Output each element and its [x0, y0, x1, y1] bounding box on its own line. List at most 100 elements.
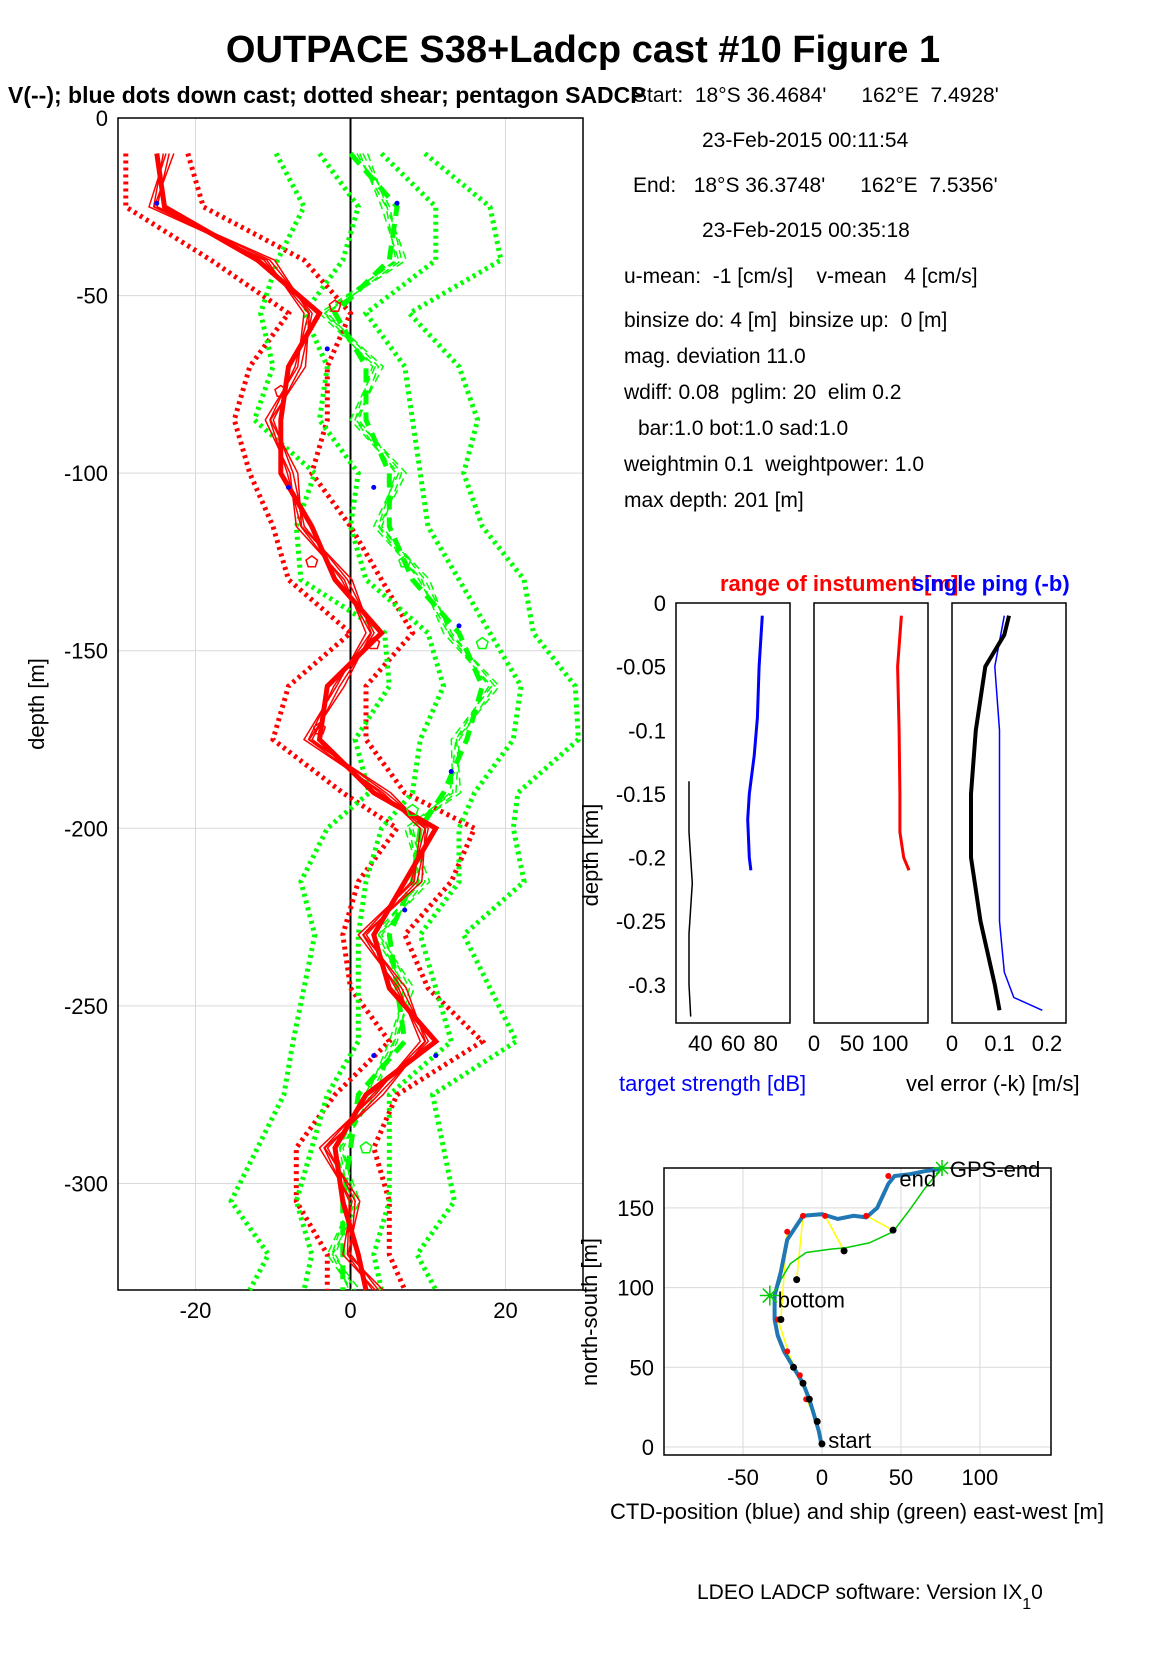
downcast-dot	[371, 1053, 377, 1059]
range-x-tick-label: 50	[840, 1031, 864, 1056]
range-x-tick-label: 100	[872, 1031, 909, 1056]
y-tick-label: -50	[76, 284, 108, 309]
ts-xlabel: target strength [dB]	[619, 1071, 806, 1096]
gps-end-label: GPS-end	[950, 1157, 1041, 1182]
range-x-tick-label: 0	[808, 1031, 820, 1056]
err-xlabel: vel error (-k) [m/s]	[906, 1071, 1080, 1096]
u-profile-line	[154, 153, 440, 1291]
main-ylabel: depth [m]	[24, 658, 49, 750]
ts-line	[746, 615, 764, 871]
start-label: start	[828, 1428, 871, 1453]
velocity-error-panel: 0 0.1 0.2	[946, 602, 1067, 1056]
sadcp-pentagon-v	[359, 1140, 373, 1154]
range-panel: 0 50 100	[808, 602, 929, 1056]
end-label: end	[899, 1166, 936, 1191]
bottom-marker	[759, 1285, 780, 1306]
y-tick-label: -250	[64, 994, 108, 1019]
figure-title: OUTPACE S38+Ladcp cast #10 Figure 1	[226, 29, 940, 71]
ts-ylabel: depth [km]	[578, 804, 603, 907]
black-marker	[805, 1395, 813, 1403]
black-marker	[793, 1276, 801, 1284]
red-marker	[784, 1228, 791, 1235]
position-panel: start end bottom GPS-end -50 0 50 100 0 50 100 150 C…	[577, 1157, 1104, 1524]
vel-error-line	[969, 615, 1011, 1011]
v-shear-envelope	[362, 151, 524, 1291]
ts-x-tick-label: 80	[753, 1031, 777, 1056]
u-profile-line	[148, 153, 422, 1291]
position-connector	[795, 1215, 804, 1280]
red-marker	[784, 1348, 791, 1355]
black-marker	[889, 1226, 897, 1234]
downcast-dot	[394, 200, 400, 206]
range-title: range of instument [m]	[720, 571, 958, 596]
info-bar: bar:1.0 bot:1.0 sad:1.0	[638, 417, 848, 440]
downcast-dot	[448, 768, 454, 774]
pos-y-tick-label: 150	[617, 1196, 654, 1221]
info-weight: weightmin 0.1 weightpower: 1.0	[623, 453, 924, 476]
pos-x-tick-label: 100	[962, 1465, 999, 1490]
sadcp-pentagon-v	[398, 554, 412, 568]
u-profile-line	[153, 153, 427, 1291]
sadcp-pentagon-u	[305, 554, 319, 568]
cast-info-block: Start: 18°S 36.4684' 162°E 7.4928' 23-Fe…	[623, 84, 999, 512]
x-tick-label: 20	[493, 1298, 517, 1323]
pos-ylabel: north-south [m]	[577, 1238, 602, 1386]
y-tick-label: -300	[64, 1171, 108, 1196]
pos-xlabel: CTD-position (blue) and ship (green) eas…	[610, 1499, 1104, 1524]
black-marker	[818, 1440, 826, 1448]
target-strength-panel: 40 60 80 0 -0.05 -0.1 -0.15 -0.2 -0.25 -0.3	[616, 591, 791, 1056]
y-tick-label: -100	[64, 461, 108, 486]
footer-text: LDEO LADCP software: Version IX	[697, 1581, 1022, 1604]
info-wdiff: wdiff: 0.08 pglim: 20 elim 0.2	[623, 381, 901, 404]
sadcp-pentagon-u	[274, 384, 288, 398]
v-profile-line	[331, 151, 485, 1290]
err-x-tick-label: 0	[946, 1031, 958, 1056]
ts-y-tick-label: -0.05	[616, 655, 666, 680]
gps-end-marker	[934, 1160, 951, 1176]
position-connector	[824, 1215, 845, 1252]
downcast-dot	[456, 623, 462, 629]
footer-tail: 0	[1031, 1581, 1043, 1604]
v-outer-envelope	[228, 152, 392, 1292]
info-end-time: 23-Feb-2015 00:35:18	[702, 219, 910, 242]
info-binsize: binsize do: 4 [m] binsize up: 0 [m]	[624, 309, 947, 332]
sadcp-pentagon-v	[475, 636, 489, 650]
info-magdev: mag. deviation 11.0	[624, 345, 806, 368]
single-ping-line	[994, 615, 1043, 1011]
ts-y-tick-label: 0	[654, 591, 666, 616]
info-start: Start: 18°S 36.4684' 162°E 7.4928'	[633, 84, 999, 107]
black-marker	[813, 1418, 821, 1426]
downcast-dot	[324, 346, 330, 352]
err-x-tick-label: 0.2	[1032, 1031, 1063, 1056]
black-marker	[790, 1363, 798, 1371]
downcast-dot	[433, 1053, 439, 1059]
y-tick-label: 0	[96, 106, 108, 131]
ts-y-tick-label: -0.3	[628, 973, 666, 998]
downcast-dot	[286, 484, 291, 490]
ts-y-tick-label: -0.25	[616, 909, 666, 934]
bottom-label: bottom	[778, 1288, 845, 1313]
y-tick-label: -150	[64, 639, 108, 664]
main-plot-subtitle: V(--); blue dots down cast; dotted shear…	[8, 82, 646, 108]
ts-y-tick-label: -0.2	[628, 846, 666, 871]
black-marker	[840, 1247, 848, 1255]
red-marker	[885, 1172, 892, 1179]
pos-x-tick-label: 50	[889, 1465, 913, 1490]
x-tick-label: 0	[344, 1298, 356, 1323]
x-tick-label: -20	[180, 1298, 212, 1323]
red-marker	[863, 1212, 870, 1219]
pos-y-tick-label: 50	[630, 1355, 654, 1380]
pos-y-tick-label: 0	[642, 1435, 654, 1460]
range-axes-frame	[813, 602, 929, 1024]
info-maxdepth: max depth: 201 [m]	[624, 489, 804, 512]
pos-axes-frame	[663, 1167, 1052, 1456]
downcast-dot	[402, 907, 408, 913]
downcast-dot	[154, 200, 160, 206]
black-marker	[777, 1315, 785, 1323]
ts-y-tick-label: -0.15	[616, 782, 666, 807]
single-ping-title: single ping (-b)	[912, 571, 1070, 596]
ts-axes-frame	[675, 602, 791, 1024]
sadcp-pentagon-u	[328, 299, 342, 312]
red-marker	[822, 1212, 829, 1219]
